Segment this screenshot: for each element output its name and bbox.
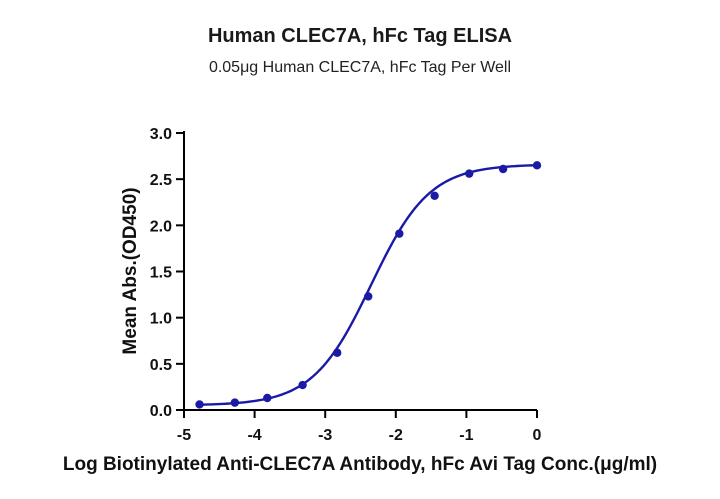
- data-point: [263, 393, 272, 403]
- x-tick-label: 0: [533, 427, 542, 444]
- data-point: [195, 400, 204, 409]
- x-tick-label: -4: [247, 427, 261, 444]
- chart-subtitle: 0.05μg Human CLEC7A, hFc Tag Per Well: [209, 59, 511, 76]
- data-point: [498, 164, 508, 174]
- data-point: [532, 161, 542, 170]
- data-point: [364, 292, 373, 301]
- x-tick-label: -1: [459, 427, 473, 444]
- y-tick-label: 3.0: [150, 126, 172, 143]
- y-tick-label: 1.0: [150, 311, 172, 328]
- data-point: [465, 169, 474, 178]
- y-tick-label: 0.0: [150, 403, 172, 420]
- y-tick-label: 2.0: [150, 218, 172, 235]
- data-point: [430, 191, 439, 200]
- y-axis-label: Mean Abs.(OD450): [120, 187, 141, 354]
- axes: [182, 131, 537, 411]
- y-tick-label: 2.5: [150, 172, 172, 189]
- data-point: [333, 348, 342, 357]
- y-ticks: 0.0 0.5 1.0 1.5 2.0 2.5 3.0: [150, 126, 184, 420]
- data-point: [230, 398, 240, 407]
- chart-title: Human CLEC7A, hFc Tag ELISA: [208, 25, 512, 47]
- x-tick-label: -2: [389, 427, 403, 444]
- x-tick-label: -5: [177, 427, 191, 444]
- data-point: [395, 229, 404, 238]
- y-tick-label: 0.5: [150, 357, 172, 374]
- data-point: [298, 380, 307, 390]
- fit-curve: [199, 164, 538, 406]
- x-axis-label: Log Biotinylated Anti-CLEC7A Antibody, h…: [63, 454, 657, 475]
- x-ticks: -5 -4 -3 -2 -1 0: [177, 410, 542, 444]
- data-points: [195, 161, 542, 409]
- x-tick-label: -3: [318, 427, 332, 444]
- y-tick-label: 1.5: [150, 265, 172, 282]
